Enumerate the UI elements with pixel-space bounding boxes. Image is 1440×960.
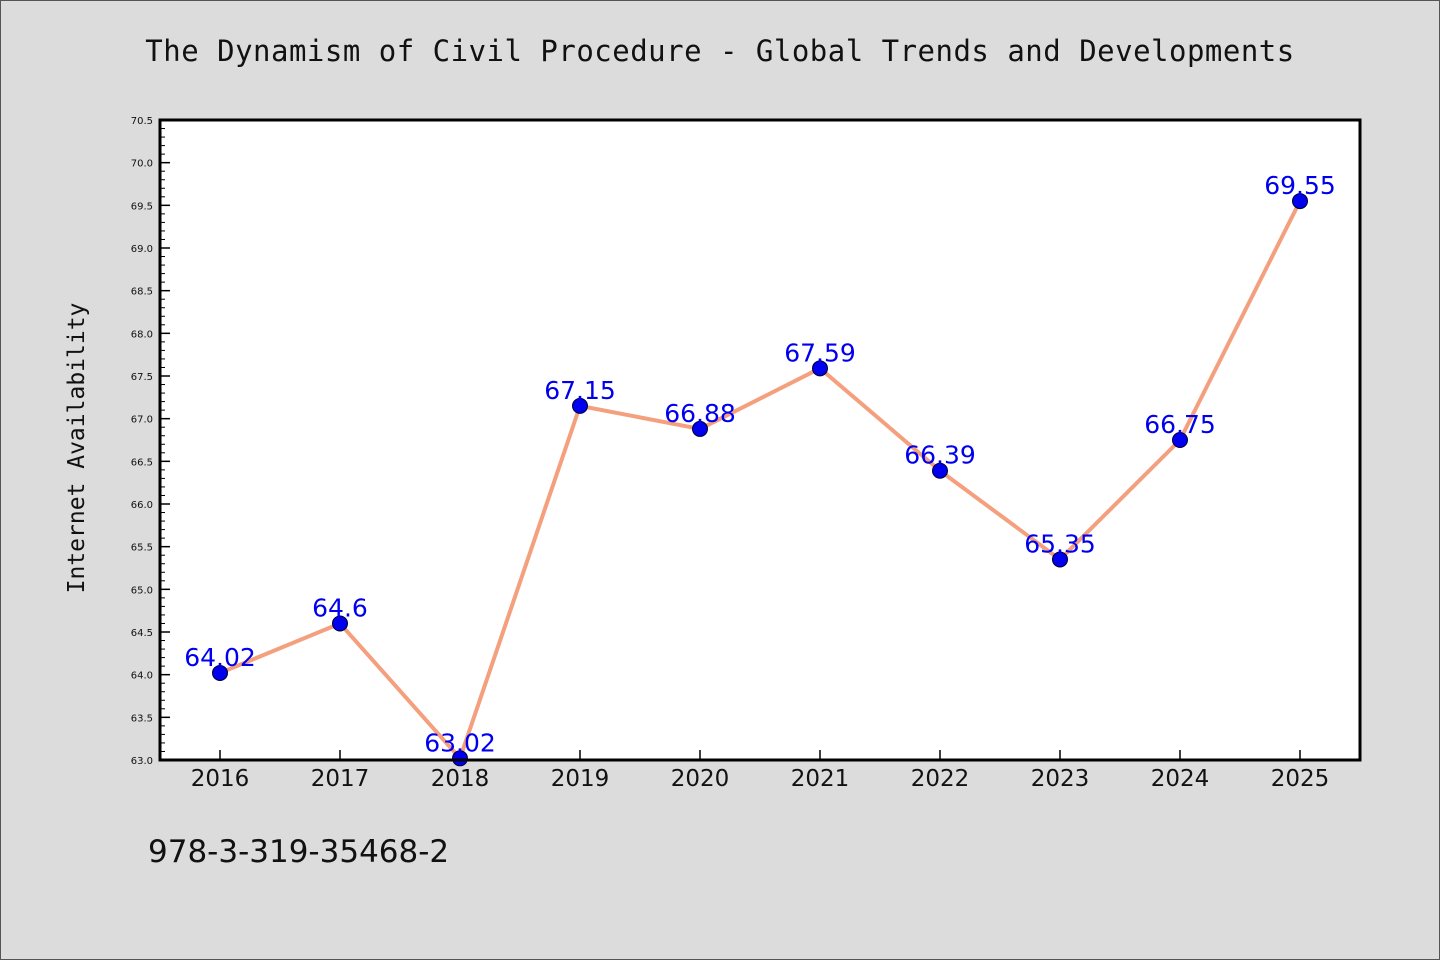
y-tick-label: 64.5	[131, 628, 153, 639]
data-point	[1172, 432, 1188, 448]
x-tick-label: 2018	[431, 766, 490, 792]
data-label: 64.02	[184, 643, 256, 672]
data-labels: 64.02 64.6 63.02 67.15 66.88 67.59 66.39 65.35 6…	[184, 171, 1336, 757]
data-label: 67.15	[544, 376, 616, 405]
x-tick-label: 2022	[911, 766, 970, 792]
y-axis-ticks: 63.0 63.5 64.0 64.5 65.0 65.5 66.0 66.5 67.0 67.5…	[131, 116, 170, 767]
caption-isbn: 978-3-319-35468-2	[148, 834, 450, 870]
y-tick-label: 67.5	[131, 372, 153, 383]
y-tick-label: 67.0	[131, 415, 153, 426]
data-label: 69.55	[1264, 171, 1336, 200]
x-tick-label: 2021	[791, 766, 850, 792]
data-point	[452, 750, 468, 767]
x-tick-label: 2025	[1271, 766, 1330, 792]
x-tick-label: 2023	[1031, 766, 1090, 792]
x-tick-label: 2024	[1151, 766, 1210, 792]
data-point	[332, 615, 348, 632]
data-point	[572, 397, 588, 414]
y-tick-label: 70.0	[131, 159, 153, 170]
y-tick-label: 65.5	[131, 543, 153, 554]
data-label: 66.39	[904, 441, 976, 470]
data-point	[212, 664, 228, 681]
x-tick-label: 2016	[191, 766, 250, 792]
x-tick-label: 2020	[671, 766, 730, 792]
plot-area	[160, 120, 1360, 760]
y-tick-label: 66.0	[131, 500, 153, 511]
y-tick-label: 63.5	[131, 713, 153, 724]
y-tick-label: 68.0	[131, 329, 153, 340]
plot-border	[158, 118, 1362, 762]
data-label: 63.02	[424, 728, 496, 757]
data-label: 66.88	[664, 399, 736, 428]
y-tick-label: 65.0	[131, 585, 153, 596]
series-line	[218, 199, 1302, 761]
y-tick-label: 66.5	[131, 457, 153, 468]
y-axis-label: Internet Availability	[64, 303, 90, 594]
y-tick-label: 69.0	[131, 244, 153, 255]
data-point	[1052, 551, 1068, 568]
y-tick-label: 68.5	[131, 287, 153, 298]
data-point	[932, 462, 948, 479]
data-label: 66.75	[1144, 410, 1216, 439]
y-tick-label: 70.5	[131, 116, 153, 127]
chart-title: The Dynamism of Civil Procedure - Global…	[145, 34, 1295, 68]
x-tick-label: 2017	[311, 766, 370, 792]
data-point	[1292, 193, 1308, 210]
x-tick-label: 2019	[551, 766, 610, 792]
data-label: 67.59	[784, 338, 856, 367]
y-tick-label: 69.5	[131, 201, 153, 212]
y-tick-label: 63.0	[131, 756, 153, 767]
data-label: 65.35	[1024, 529, 1096, 558]
data-label: 64.6	[312, 593, 368, 622]
series-markers	[212, 193, 1308, 767]
data-point	[692, 420, 708, 437]
y-tick-label: 64.0	[131, 671, 153, 682]
data-point	[812, 360, 828, 377]
x-axis-ticks: 2016 2017 2018 2019 2020 2021 2022 2023 2024 2025	[191, 750, 1330, 792]
